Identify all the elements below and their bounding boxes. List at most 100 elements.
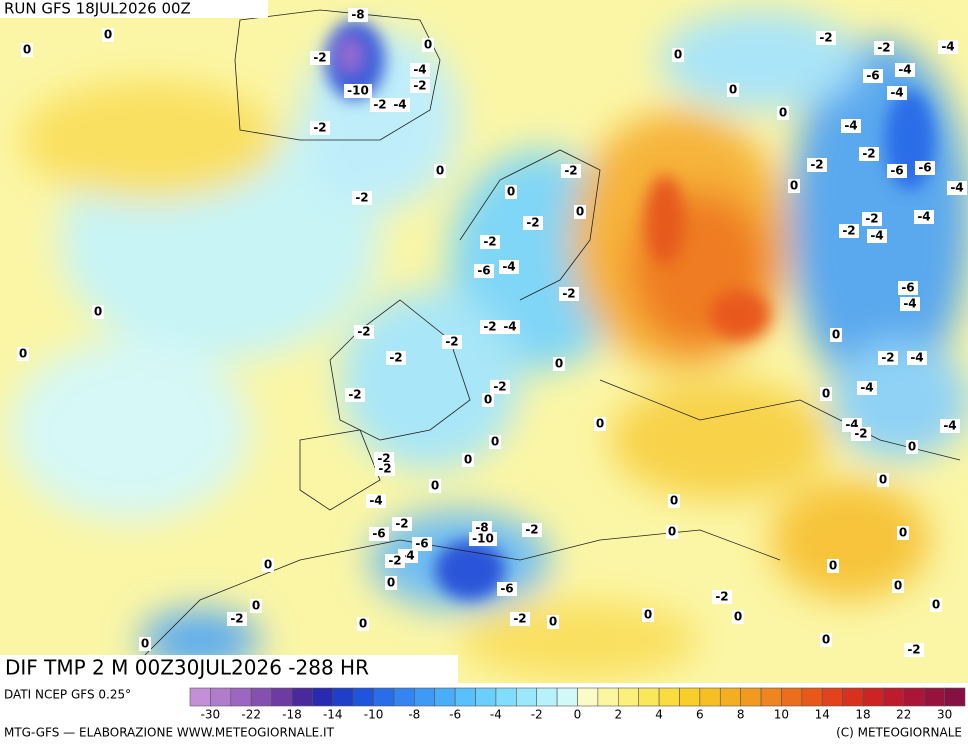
color-swatch [699, 687, 721, 707]
label-bg [385, 576, 397, 590]
contour-label: -2 [313, 121, 326, 135]
contour-label: -2 [483, 235, 496, 249]
contour-label: -2 [842, 224, 855, 238]
label-bg [672, 48, 684, 62]
label-bg [510, 612, 530, 626]
color-swatch [842, 687, 864, 707]
contour-label: 0 [932, 598, 940, 612]
label-bg [17, 347, 29, 361]
contour-label: -2 [907, 643, 920, 657]
contour-label: -4 [503, 320, 516, 334]
contour-label: 0 [899, 526, 907, 540]
color-bar-label: -8 [408, 708, 420, 722]
contour-label: -2 [313, 51, 326, 65]
label-bg [262, 558, 274, 572]
color-bar-label: -10 [364, 708, 384, 722]
label-bg [878, 351, 898, 365]
contour-label: -2 [526, 216, 539, 230]
contour-label: 0 [507, 185, 515, 199]
color-bar-label: 0 [574, 708, 582, 722]
contour-label: -2 [388, 554, 401, 568]
label-bg [92, 305, 104, 319]
contour-label: -2 [413, 79, 426, 93]
label-bg [482, 393, 494, 407]
color-swatch [760, 687, 782, 707]
label-bg [827, 559, 839, 573]
label-bg [386, 351, 406, 365]
label-bg [666, 525, 678, 539]
contour-label: -4 [910, 351, 923, 365]
label-bg [915, 161, 935, 175]
color-swatch [781, 687, 803, 707]
contour-label: -4 [369, 494, 382, 508]
contour-label: 0 [829, 559, 837, 573]
contour-label: -6 [918, 161, 931, 175]
label-bg [250, 599, 262, 613]
label-bg [732, 610, 744, 624]
label-bg [392, 517, 412, 531]
contour-label: -2 [348, 388, 361, 402]
label-bg [434, 164, 446, 178]
contour-label: -2 [865, 212, 878, 226]
label-bg [914, 210, 934, 224]
label-bg [892, 579, 904, 593]
map-caption: DIF TMP 2 M 00Z30JUL2026 -288 HR [5, 656, 369, 680]
label-bg [227, 612, 247, 626]
color-swatch [210, 687, 232, 707]
label-bg [938, 40, 958, 54]
header-box [0, 0, 268, 18]
label-bg [354, 325, 374, 339]
contour-label: -2 [819, 31, 832, 45]
label-bg [474, 264, 494, 278]
label-bg [352, 191, 372, 205]
contour-label: 0 [141, 637, 149, 651]
label-bg [375, 462, 395, 476]
run-title: RUN GFS 18JUL2026 00Z [4, 0, 191, 18]
label-bg [21, 43, 33, 57]
label-bg [851, 427, 871, 441]
color-swatch [434, 687, 456, 707]
label-bg [410, 79, 430, 93]
color-bar-label: 2 [614, 708, 622, 722]
color-swatch [230, 687, 252, 707]
contour-label: -2 [355, 191, 368, 205]
contour-label: -4 [860, 381, 873, 395]
contour-label: 0 [491, 435, 499, 449]
contour-label: -10 [472, 532, 494, 546]
label-bg [500, 320, 520, 334]
contour-label: -8 [351, 8, 364, 22]
label-bg [442, 335, 462, 349]
contour-label: 0 [424, 38, 432, 52]
contour-label: -6 [415, 537, 428, 551]
label-bg [370, 98, 390, 112]
contour-label: -4 [413, 63, 426, 77]
color-bar-label: 8 [737, 708, 745, 722]
color-swatch [923, 687, 945, 707]
contour-label: 0 [596, 417, 604, 431]
contour-label: -4 [943, 419, 956, 433]
color-bar-label: 4 [655, 708, 663, 722]
contour-label: -4 [950, 181, 963, 195]
color-swatch [454, 687, 476, 707]
label-bg [594, 417, 606, 431]
label-bg [788, 179, 800, 193]
label-bg [559, 287, 579, 301]
contour-label: -2 [564, 164, 577, 178]
contour-label: -4 [903, 297, 916, 311]
contour-label: 0 [252, 599, 260, 613]
contour-label: -6 [890, 164, 903, 178]
label-bg [366, 494, 386, 508]
color-bar-label: -2 [531, 708, 543, 722]
contour-label: 0 [264, 558, 272, 572]
label-bg [489, 435, 501, 449]
label-bg [310, 51, 330, 65]
color-bar-label: -6 [449, 708, 461, 722]
label-bg [940, 419, 960, 433]
label-bg [561, 164, 581, 178]
color-swatch [883, 687, 905, 707]
label-bg [553, 357, 565, 371]
label-bg [930, 598, 942, 612]
label-bg [310, 121, 330, 135]
